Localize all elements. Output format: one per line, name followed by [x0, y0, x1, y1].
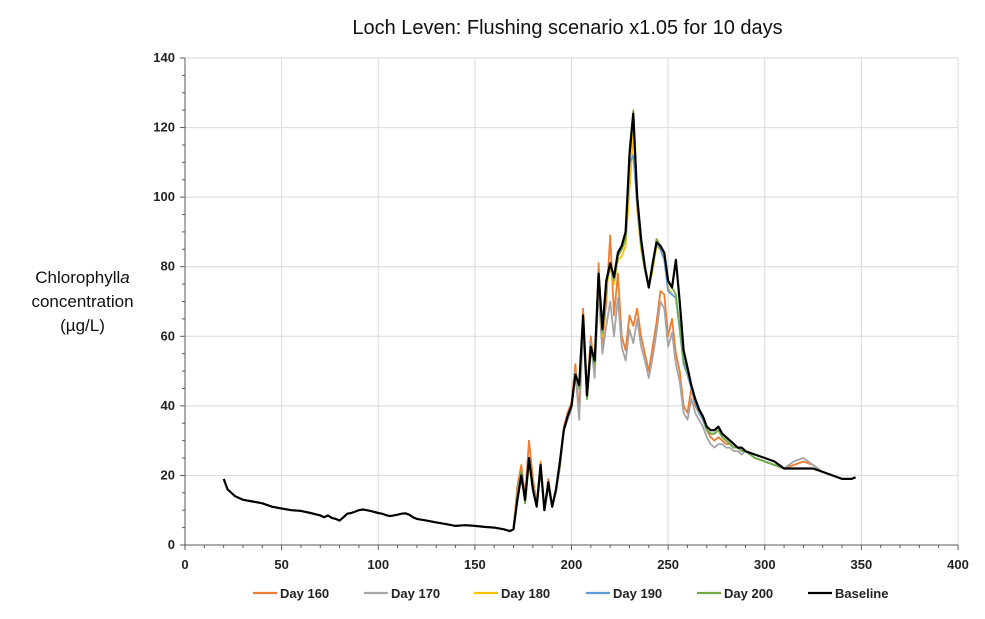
x-tick-label: 400: [947, 557, 969, 572]
legend-item-day-200: Day 200: [697, 586, 773, 601]
legend-label: Baseline: [835, 586, 888, 601]
legend: Day 160 Day 170 Day 180 Day 190 Day 200 Basel…: [253, 586, 888, 601]
legend-label: Day 190: [613, 586, 662, 601]
x-tick-label: 50: [274, 557, 288, 572]
x-tick-label: 350: [851, 557, 873, 572]
x-tick-label: 200: [561, 557, 583, 572]
y-tick-label: 80: [161, 259, 175, 274]
y-tick-label: 60: [161, 328, 175, 343]
y-tick-label: 40: [161, 398, 175, 413]
legend-label: Day 160: [280, 586, 329, 601]
legend-item-day-180: Day 180: [474, 586, 550, 601]
y-axis-label-line-1: Chlorophylla: [35, 268, 130, 287]
legend-item-baseline: Baseline: [808, 586, 888, 601]
y-tick-label: 20: [161, 467, 175, 482]
chart-title: Loch Leven: Flushing scenario x1.05 for …: [352, 17, 783, 39]
series-line-day-200: [512, 109, 852, 528]
y-tick-label: 120: [153, 120, 175, 135]
y-tick-label: 140: [153, 50, 175, 65]
gridlines: [185, 57, 959, 545]
legend-label: Day 170: [391, 586, 440, 601]
y-tick-label: 100: [153, 189, 175, 204]
legend-item-day-170: Day 170: [364, 586, 440, 601]
legend-label: Day 200: [724, 586, 773, 601]
series-line-day-160: [512, 234, 852, 528]
x-tick-label: 300: [754, 557, 776, 572]
series-line-baseline: [222, 112, 857, 533]
y-axis-label-line-3: (µg/L): [60, 316, 105, 335]
legend-item-day-190: Day 190: [586, 586, 662, 601]
legend-label: Day 180: [501, 586, 550, 601]
x-tick-label: 250: [657, 557, 679, 572]
legend-item-day-160: Day 160: [253, 586, 329, 601]
y-tick-label: 0: [168, 537, 175, 552]
y-axis-label: Chlorophylla concentration (µg/L): [10, 266, 155, 338]
x-tick-label: 0: [181, 557, 188, 572]
series-lines: [222, 109, 857, 533]
x-tick-label: 150: [464, 557, 486, 572]
x-tick-label: 100: [367, 557, 389, 572]
axes: 0 20 40 60 80 100 120 140 0 50 100 150 200 250 300 350 4…: [153, 50, 969, 572]
y-axis-label-line-2: concentration: [31, 292, 134, 311]
